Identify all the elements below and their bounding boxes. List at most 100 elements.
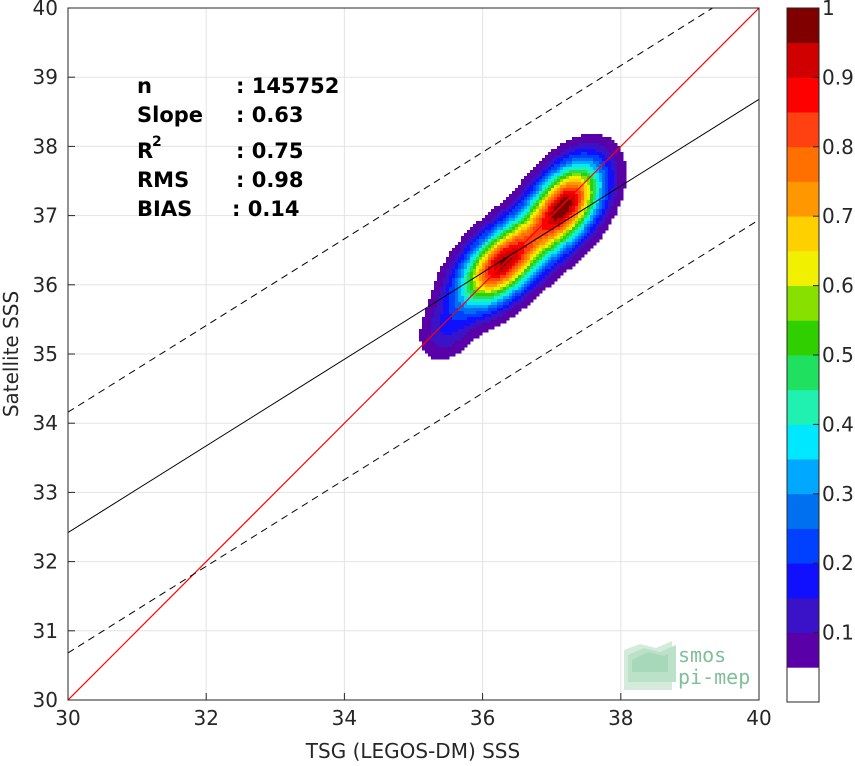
density-cell <box>431 317 435 321</box>
density-cell <box>440 341 444 345</box>
density-cell <box>500 314 504 318</box>
density-cell <box>545 263 549 267</box>
density-cell <box>596 152 600 156</box>
density-cell <box>596 239 600 243</box>
density-cell <box>590 224 594 228</box>
density-cell <box>464 248 468 252</box>
colorbar-band <box>787 250 819 286</box>
density-cell <box>590 155 594 159</box>
density-cell <box>515 224 519 228</box>
density-cell <box>581 155 585 159</box>
density-cell <box>518 242 522 246</box>
density-cell <box>518 215 522 219</box>
density-cell <box>569 185 573 189</box>
density-cell <box>479 308 483 312</box>
density-cell <box>497 263 501 267</box>
density-cell <box>593 155 597 159</box>
density-cell <box>545 272 549 276</box>
density-cell <box>482 254 486 258</box>
density-cell <box>422 323 426 327</box>
density-cell <box>488 269 492 273</box>
density-cell <box>614 170 618 174</box>
density-cell <box>581 179 585 183</box>
density-cell <box>548 167 552 171</box>
density-cell <box>596 173 600 177</box>
density-cell <box>521 248 525 252</box>
colorbar-band <box>787 320 819 356</box>
density-cell <box>503 275 507 279</box>
density-cell <box>455 281 459 285</box>
density-cell <box>503 296 507 300</box>
density-cell <box>467 275 471 279</box>
density-cell <box>593 239 597 243</box>
density-cell <box>491 209 495 213</box>
density-cell <box>590 215 594 219</box>
density-cell <box>524 281 528 285</box>
density-cell <box>551 248 555 252</box>
density-cell <box>554 176 558 180</box>
density-cell <box>560 158 564 162</box>
density-cell <box>614 182 618 186</box>
density-cell <box>539 287 543 291</box>
density-cell <box>560 260 564 264</box>
density-cell <box>497 284 501 288</box>
density-cell <box>452 350 456 354</box>
density-cell <box>557 224 561 228</box>
density-cell <box>563 242 567 246</box>
density-cell <box>569 167 573 171</box>
density-cell <box>422 341 426 345</box>
density-cell <box>578 194 582 198</box>
density-cell <box>473 239 477 243</box>
density-cell <box>584 167 588 171</box>
density-cell <box>467 245 471 249</box>
density-cell <box>443 314 447 318</box>
density-cell <box>494 290 498 294</box>
density-cell <box>536 218 540 222</box>
density-cell <box>551 242 555 246</box>
density-cell <box>563 143 567 147</box>
density-cell <box>548 257 552 261</box>
density-cell <box>590 170 594 174</box>
density-cell <box>524 251 528 255</box>
stat-bias-value: : 0.14 <box>232 197 300 221</box>
density-cell <box>512 275 516 279</box>
density-cell <box>536 272 540 276</box>
density-cell <box>584 140 588 144</box>
density-cell <box>479 302 483 306</box>
density-cell <box>602 218 606 222</box>
density-cell <box>437 314 441 318</box>
density-cell <box>542 164 546 168</box>
density-cell <box>554 194 558 198</box>
density-cell <box>506 260 510 264</box>
density-cell <box>614 152 618 156</box>
density-cell <box>446 326 450 330</box>
density-cell <box>569 230 573 234</box>
density-cell <box>590 206 594 210</box>
density-cell <box>593 209 597 213</box>
density-cell <box>518 239 522 243</box>
density-cell <box>557 233 561 237</box>
density-cell <box>608 197 612 201</box>
density-cell <box>557 266 561 270</box>
density-cell <box>530 248 534 252</box>
density-cell <box>617 179 621 183</box>
density-cell <box>488 326 492 330</box>
density-cell <box>548 200 552 204</box>
density-cell <box>476 248 480 252</box>
density-cell <box>539 272 543 276</box>
density-cell <box>497 296 501 300</box>
density-cell <box>431 353 435 357</box>
density-cell <box>512 257 516 261</box>
density-cell <box>512 215 516 219</box>
density-cell <box>548 224 552 228</box>
density-cell <box>518 269 522 273</box>
density-cell <box>515 200 519 204</box>
density-cell <box>509 272 513 276</box>
density-cell <box>545 188 549 192</box>
density-cell <box>608 170 612 174</box>
colorbar-band <box>787 355 819 391</box>
density-cell <box>614 206 618 210</box>
colorbar-band <box>787 459 819 495</box>
density-cell <box>575 236 579 240</box>
density-cell <box>503 305 507 309</box>
